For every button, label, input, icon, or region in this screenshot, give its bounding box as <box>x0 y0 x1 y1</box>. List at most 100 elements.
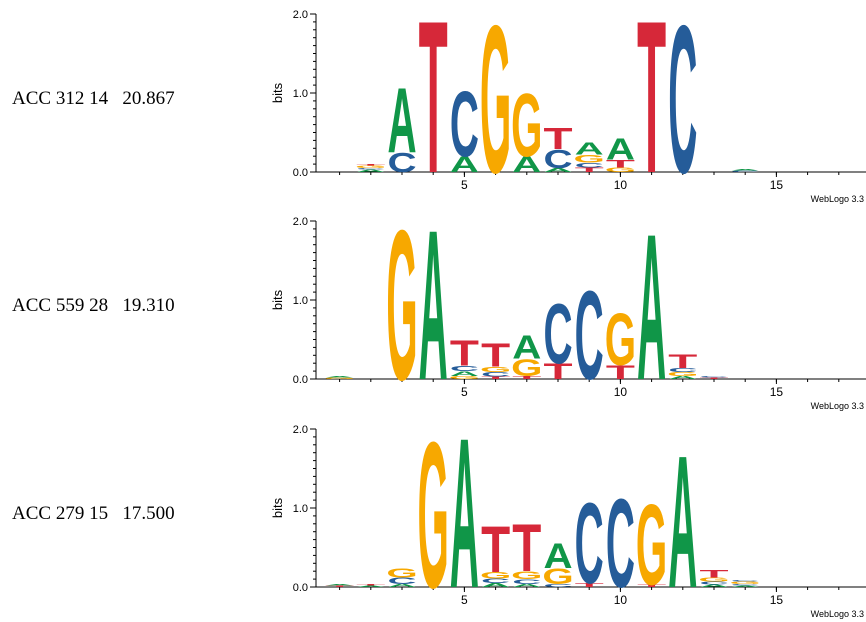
logo-column: GTA <box>605 132 636 174</box>
logo-column: AG <box>511 75 542 177</box>
logo-letter-A: A <box>356 585 385 587</box>
logo-letter-T: T <box>356 584 386 586</box>
logo-column: A <box>637 190 666 423</box>
logo-row: ACC 279 15 17.500 0.0 1.0 2.0 bits 5 10 15 WebLo… <box>0 394 866 622</box>
logo-column: A <box>419 186 448 425</box>
logo-column: C <box>575 264 604 405</box>
y-tick-label: 0.0 <box>293 167 308 179</box>
logo-letter-C: C <box>387 148 416 178</box>
logo-letter-A: A <box>699 584 728 588</box>
logo-letter-G: G <box>386 566 417 581</box>
logo-column: CA <box>731 168 760 172</box>
logo-letter-A: A <box>731 168 760 170</box>
logo-letter-C: C <box>543 286 572 382</box>
logo-letter-C: C <box>606 472 635 613</box>
logo-column: T <box>637 0 666 219</box>
logo-column: AC <box>450 73 479 177</box>
logo-letter-C: C <box>668 367 697 373</box>
x-tick-label: 10 <box>614 593 628 607</box>
logo-letter-T: T <box>637 0 666 219</box>
logo-letter-A: A <box>512 152 541 176</box>
logo-letter-A: A <box>450 394 479 622</box>
logo-row-label: ACC 559 28 19.310 <box>12 295 175 316</box>
logo-column: TG <box>605 298 636 384</box>
logo-column: TC <box>575 480 605 608</box>
logo-letter-A: A <box>637 190 666 423</box>
logo-letter-C: C <box>543 583 572 588</box>
logo-letter-G: G <box>480 571 511 581</box>
logo-letter-T: T <box>512 375 542 380</box>
logo-letter-T: T <box>325 585 355 587</box>
logo-column: T <box>419 0 448 219</box>
x-tick-label: 5 <box>461 385 468 399</box>
logo-column: TG <box>636 482 667 610</box>
logo-letter-A: A <box>575 139 604 159</box>
logo-letter-A: A <box>731 585 760 587</box>
logo-column: GA <box>324 375 355 379</box>
logo-letter-C: C <box>575 480 604 608</box>
x-tick-label: 5 <box>461 178 468 192</box>
logo-letter-A: A <box>450 370 479 377</box>
y-axis-title: bits <box>270 497 285 518</box>
logo-letter-A: A <box>668 375 697 380</box>
logo-column: G <box>418 398 449 622</box>
logo-letter-C: C <box>450 364 479 372</box>
logo-letter-T: T <box>450 333 479 373</box>
logo-letter-T: T <box>481 376 511 380</box>
logo-letter-C: C <box>575 264 604 405</box>
logo-letter-C: C <box>699 375 728 377</box>
logo-column: ACT <box>543 122 573 174</box>
logo-letter-G: G <box>480 0 511 218</box>
y-tick-label: 1.0 <box>293 295 308 307</box>
logo-letter-G: G <box>418 398 449 622</box>
y-tick-label: 0.0 <box>293 374 308 386</box>
logo-letter-C: C <box>481 577 510 584</box>
logo-letter-G: G <box>636 482 667 610</box>
logo-column: G <box>480 0 511 218</box>
logo-column: C <box>606 472 635 613</box>
logo-letter-A: A <box>481 582 510 588</box>
logo-letter-C: C <box>731 170 760 172</box>
logo-letter-T: T <box>543 122 573 156</box>
logo-column: TC <box>543 286 573 383</box>
logo-letter-C: C <box>668 0 697 218</box>
logo-letter-T: T <box>699 377 729 379</box>
logo-letter-T: T <box>606 158 635 170</box>
logo-row: ACC 559 28 19.310 0.0 1.0 2.0 bits 5 10 15 WebLo… <box>0 186 866 425</box>
logo-column: C <box>668 0 697 218</box>
logo-letter-T: T <box>419 0 448 219</box>
logo-column: TA <box>325 583 355 587</box>
logo-letter-A: A <box>387 69 416 173</box>
logo-letter-T: T <box>668 350 697 372</box>
logo-letter-A: A <box>419 186 448 425</box>
x-tick-label: 15 <box>770 178 784 192</box>
logo-letter-A: A <box>387 583 416 588</box>
logo-letter-G: G <box>698 577 729 583</box>
logo-column: G <box>386 186 417 425</box>
logo-letter-G: G <box>324 377 355 379</box>
logo-column: AT <box>356 584 386 588</box>
logo-letter-G: G <box>511 569 542 581</box>
weblogo-watermark: WebLogo 3.3 <box>811 609 864 619</box>
logo-letter-G: G <box>480 365 511 373</box>
logo-letter-T: T <box>543 359 573 384</box>
logo-letter-A: A <box>543 537 572 576</box>
logo-column: CGA <box>542 537 573 588</box>
logo-letter-C: C <box>356 168 385 170</box>
logo-letter-G: G <box>386 186 417 425</box>
weblogo-watermark: WebLogo 3.3 <box>811 401 864 411</box>
logo-letter-G: G <box>605 298 636 381</box>
y-tick-label: 2.0 <box>293 424 308 436</box>
y-tick-label: 2.0 <box>293 9 308 21</box>
logo-letter-C: C <box>731 580 760 582</box>
logo-row-label: ACC 279 15 17.500 <box>12 503 175 524</box>
logo-letter-A: A <box>543 167 572 173</box>
